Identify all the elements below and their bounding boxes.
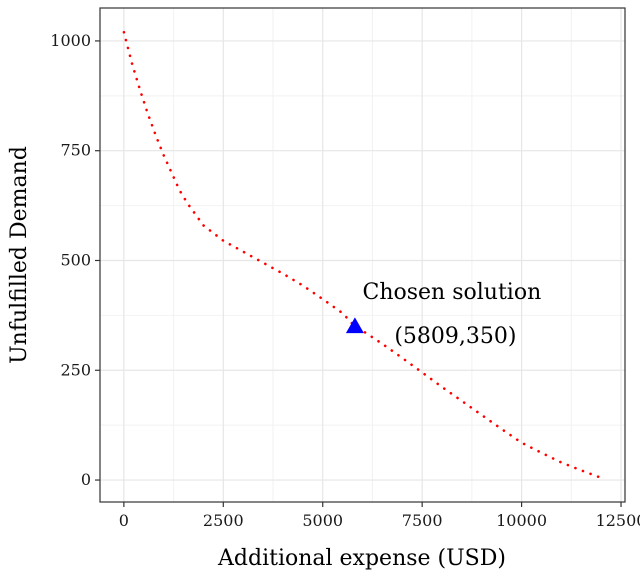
x-tick-label: 5000 bbox=[302, 511, 343, 530]
chosen-solution-marker bbox=[345, 317, 364, 334]
y-tick-label: 750 bbox=[60, 141, 91, 160]
y-axis-title: Unfulfilled Demand bbox=[7, 146, 32, 364]
y-tick-label: 0 bbox=[81, 470, 91, 489]
x-tick-label: 10000 bbox=[496, 511, 547, 530]
y-tick-label: 1000 bbox=[50, 31, 91, 50]
x-tick-label: 0 bbox=[119, 511, 129, 530]
x-tick-label: 2500 bbox=[203, 511, 244, 530]
grid bbox=[100, 8, 625, 502]
x-tick-label: 7500 bbox=[402, 511, 443, 530]
panel-border bbox=[99, 7, 626, 503]
annotations: Chosen solution (5809,350) bbox=[363, 280, 542, 349]
panel-background bbox=[100, 8, 625, 502]
x-axis-title: Additional expense (USD) bbox=[217, 546, 506, 571]
y-tick-label: 250 bbox=[60, 360, 91, 379]
chosen-solution-marker-group bbox=[345, 317, 364, 334]
annotation-coordinates: (5809,350) bbox=[394, 324, 516, 349]
annotation-label: Chosen solution bbox=[363, 280, 542, 305]
y-tick-label: 500 bbox=[60, 250, 91, 269]
